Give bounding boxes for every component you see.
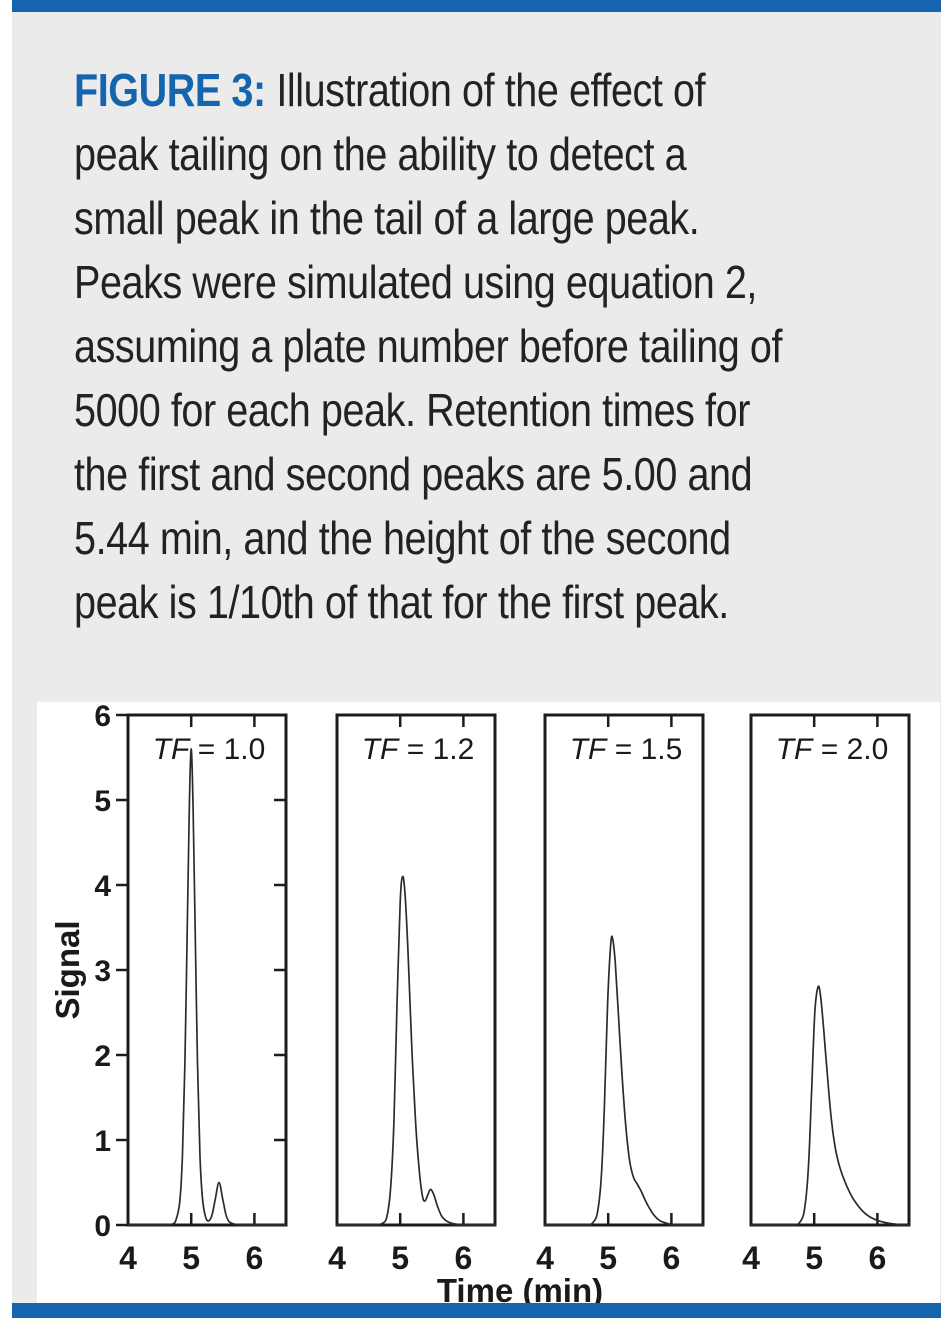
x-tick-label: 6 bbox=[246, 1240, 264, 1276]
y-tick-label: 2 bbox=[94, 1040, 111, 1073]
tailing-factor-label: TF = 1.5 bbox=[570, 733, 683, 766]
chart-panel-3 bbox=[543, 713, 705, 1227]
x-tick-label: 6 bbox=[663, 1240, 681, 1276]
chart-panel-1 bbox=[126, 713, 288, 1227]
caption-line-text: Illustration of the effect of bbox=[265, 64, 706, 116]
tailing-factor-label: TF = 1.0 bbox=[153, 733, 266, 766]
chromatogram-curve-2 bbox=[336, 875, 495, 1226]
x-tick-label: 4 bbox=[328, 1240, 346, 1276]
chromatogram-figure: 0 1 2 3 4 5 6 Signal Time (min) 4 5 6 TF = 1.0 4 5 6 TF … bbox=[37, 700, 940, 1309]
caption-line: peak tailing on the ability to detect a bbox=[74, 128, 687, 180]
chromatogram-curve-3 bbox=[544, 935, 703, 1226]
figure-top-rule bbox=[12, 0, 941, 12]
caption-line: 5.44 min, and the height of the second bbox=[74, 512, 731, 564]
caption-line: assuming a plate number before tailing o… bbox=[74, 320, 783, 372]
caption-line: FIGURE 3: Illustration of the effect of bbox=[74, 58, 952, 122]
figure-caption: FIGURE 3: Illustration of the effect of … bbox=[74, 58, 952, 634]
y-tick-label: 5 bbox=[94, 785, 111, 818]
x-tick-label: 5 bbox=[182, 1240, 200, 1276]
y-tick-label: 1 bbox=[94, 1125, 111, 1158]
y-tick-label: 6 bbox=[94, 702, 111, 733]
caption-line: 5000 for each peak. Retention times for bbox=[74, 384, 750, 436]
chromatogram-curve-4 bbox=[750, 985, 909, 1226]
axis-title-x: Time (min) bbox=[437, 1272, 603, 1304]
figure-bottom-rule bbox=[12, 1303, 941, 1318]
x-tick-label: 6 bbox=[869, 1240, 887, 1276]
y-tick-label: 0 bbox=[94, 1210, 111, 1243]
figure-label: FIGURE 3: bbox=[74, 64, 266, 116]
x-tick-label: 4 bbox=[119, 1240, 137, 1276]
caption-line: Peaks were simulated using equation 2, bbox=[74, 256, 757, 308]
chromatogram-curve-1 bbox=[127, 748, 286, 1226]
x-tick-label: 5 bbox=[391, 1240, 409, 1276]
x-tick-label: 4 bbox=[536, 1240, 554, 1276]
tailing-factor-label: TF = 2.0 bbox=[776, 733, 889, 766]
caption-line: small peak in the tail of a large peak. bbox=[74, 192, 700, 244]
x-tick-label: 5 bbox=[599, 1240, 617, 1276]
x-tick-label: 4 bbox=[742, 1240, 760, 1276]
tailing-factor-label: TF = 1.2 bbox=[362, 733, 475, 766]
figure-box: FIGURE 3: Illustration of the effect of … bbox=[12, 12, 941, 1309]
chart-panel-2 bbox=[335, 713, 497, 1227]
axis-title-y: Signal bbox=[49, 920, 86, 1019]
x-tick-label: 6 bbox=[455, 1240, 473, 1276]
caption-line: the first and second peaks are 5.00 and bbox=[74, 448, 753, 500]
chart-panel-4 bbox=[749, 713, 911, 1227]
x-tick-label: 5 bbox=[805, 1240, 823, 1276]
caption-line: peak is 1/10th of that for the first pea… bbox=[74, 576, 729, 628]
y-tick-label: 3 bbox=[94, 955, 111, 988]
y-tick-label: 4 bbox=[94, 870, 111, 903]
